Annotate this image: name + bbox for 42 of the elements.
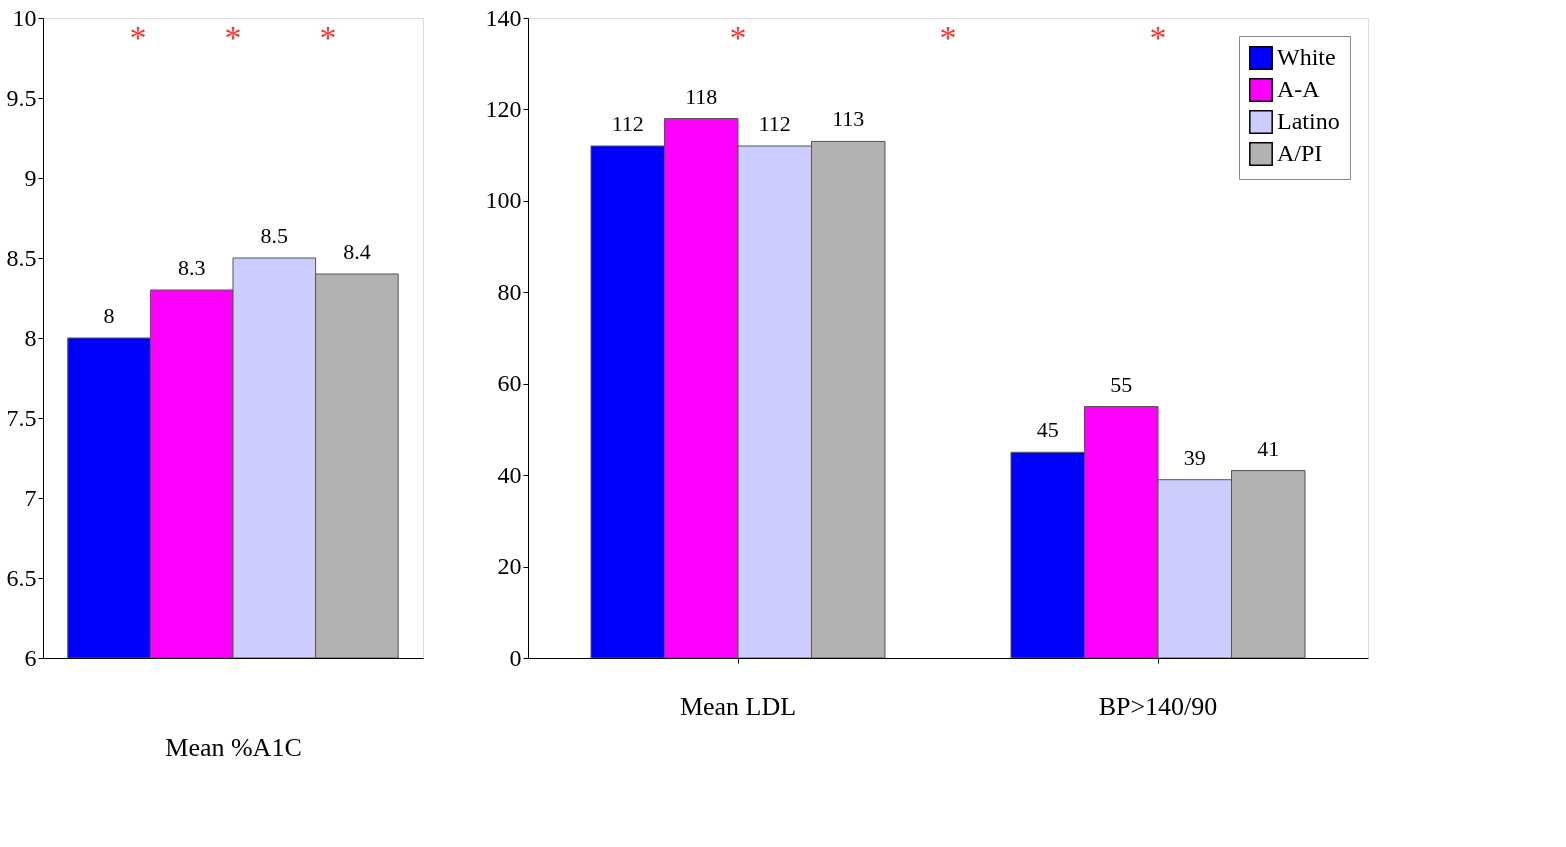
annotation: *: [319, 19, 337, 56]
legend-label: A-A: [1277, 76, 1321, 102]
y-tick-label: 40: [497, 461, 522, 488]
y-tick-label: 140: [485, 4, 522, 31]
data-label: 8.5: [260, 223, 289, 248]
y-tick-label: 10: [12, 4, 37, 31]
annotation: *: [729, 19, 747, 56]
y-tick-label: 20: [497, 553, 522, 580]
y-tick-label: 6: [24, 644, 37, 671]
annotation: *: [939, 19, 957, 56]
y-tick-label: 0: [509, 644, 522, 671]
y-tick-label: 8.5: [6, 244, 37, 271]
legend-label: Latino: [1277, 108, 1340, 134]
x-tick-label: BP>140/90: [1098, 691, 1218, 721]
y-tick-label: 80: [497, 278, 522, 305]
y-tick-label: 7: [24, 484, 37, 511]
y-tick-label: 6.5: [6, 564, 37, 591]
data-label: 41: [1257, 435, 1280, 461]
data-label: 112: [758, 111, 791, 136]
data-label: 112: [611, 111, 644, 136]
y-tick-label: 100: [485, 187, 522, 214]
annotation: *: [129, 19, 147, 56]
annotation: *: [1149, 19, 1167, 56]
y-tick-label: 7.5: [6, 404, 37, 431]
legend-label: White: [1277, 44, 1336, 70]
data-label: 8.4: [343, 239, 371, 264]
data-label: 45: [1036, 417, 1059, 443]
y-tick-label: 60: [497, 370, 522, 397]
x-tick-label: Mean LDL: [679, 691, 797, 721]
data-label: 55: [1110, 371, 1133, 397]
data-label: 113: [832, 106, 865, 132]
x-axis-title: Mean %A1C: [165, 732, 302, 762]
y-tick-label: 9: [24, 164, 37, 191]
annotation: *: [224, 19, 242, 56]
data-label: 39: [1183, 444, 1206, 470]
data-label: 8: [103, 303, 115, 328]
y-tick-label: 8: [24, 324, 37, 351]
data-label: 118: [685, 83, 718, 109]
data-label: 8.3: [177, 255, 206, 280]
y-tick-label: 120: [485, 95, 522, 122]
legend-label: A/PI: [1277, 140, 1323, 166]
y-tick-label: 9.5: [6, 84, 37, 111]
